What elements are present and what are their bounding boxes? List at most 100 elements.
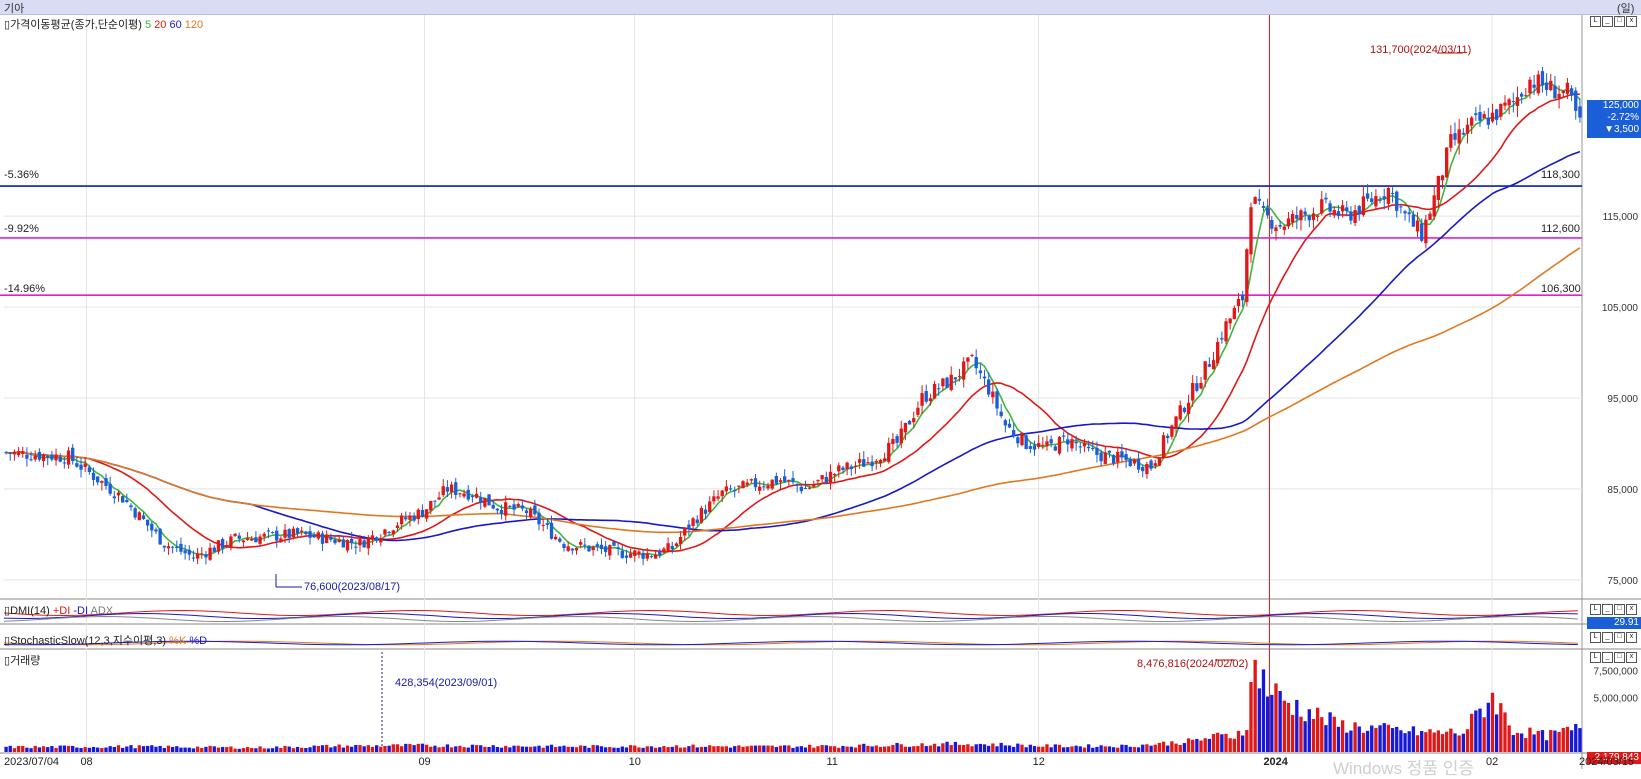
candle-body [678,536,683,545]
candle-body [1253,197,1257,204]
candle-body [945,377,949,388]
candle-body [1116,451,1120,463]
hline-1-pct: -5.36% [4,169,39,181]
candle-body [179,543,183,552]
candle-body [887,442,891,463]
ma-line-60 [6,150,1581,542]
candle-body [279,538,283,542]
pane-restore-icon: L [1590,16,1601,27]
volume-bar [529,746,533,752]
candle-body [1136,458,1141,470]
candle-body [29,459,33,461]
stochastic-pane-controls[interactable]: L _ □ x [1590,632,1637,643]
volume-bar [1116,747,1120,752]
candle-body [1357,206,1361,215]
candle-body [949,374,953,391]
volume-bar [1124,744,1128,752]
volume-bar [71,745,75,752]
volume-bar [104,747,108,752]
dmi-value-badge: 29.91 [1587,617,1641,629]
candle-body [204,554,208,558]
volume-bar [774,747,779,752]
volume-bar [1241,735,1245,752]
x-tick-label: 08 [80,756,93,768]
volume-bar [587,747,591,752]
volume-bar [599,746,604,752]
volume-bar [308,747,312,752]
volume-bar [828,746,833,752]
pane-min-icon: _ [1602,16,1613,27]
candle-body [1145,463,1149,475]
volume-bar [816,746,820,752]
candle-body [583,544,587,546]
volume-bar [229,746,233,752]
volume-bar [737,745,741,752]
volume-bar [937,746,941,752]
candle-body [512,504,516,510]
volume-pane-controls[interactable]: L _ □ x [1590,652,1637,663]
candle-body [1340,205,1345,212]
candle-body [1420,223,1424,241]
volume-bar [83,747,87,752]
volume-bar [1153,744,1157,752]
candle-body [1536,74,1540,94]
period-unit[interactable]: (일) [1617,3,1635,15]
volume-bar [874,745,878,752]
candle-body [545,523,550,525]
volume-bar [437,747,441,752]
volume-bar [1003,745,1008,752]
candle-body [1049,439,1053,444]
volume-bar [1132,747,1137,752]
ma-legend: ▯가격이동평균(종가,단순이평) 5 20 60 120 [4,19,204,31]
candle-body [995,391,999,409]
volume-bar [345,745,350,752]
candle-body [624,555,629,558]
candle-body [1574,90,1578,111]
candle-body [141,515,146,520]
volume-bar [1245,730,1249,752]
volume-bar [520,746,525,752]
candle-body [832,473,837,476]
volume-bar [1536,730,1540,752]
candle-body [254,537,258,543]
volume-bar [562,745,566,752]
candle-body [399,515,404,525]
candle-body [1249,207,1253,255]
dmi-line-0 [3,609,1578,617]
volume-bar [254,748,258,752]
candle-body [633,550,637,556]
volume-sep-annotation: 428,354(2023/09/01) [395,677,498,689]
volume-bar [1024,747,1028,752]
volume-bar [691,744,695,752]
volume-bar [1320,717,1324,752]
candle-body [1549,80,1553,91]
volume-bar [33,745,37,752]
volume-bar [75,747,79,752]
price-tick-label: 115,000 [1603,212,1639,223]
x-tick-label: 11 [826,756,838,768]
volume-bar [1265,696,1270,752]
candle-body [616,547,620,549]
volume-peak-annotation: 8,476,816(2024/02/02) [1137,658,1249,670]
volume-bar [649,746,654,752]
candle-body [225,545,229,547]
candle-body [266,530,271,532]
volume-bar [1095,746,1099,752]
volume-bar [799,746,803,752]
volume-bar [1395,726,1399,752]
price-pane-controls[interactable]: L _ □ x [1590,16,1637,27]
candle-body [578,542,583,545]
candle-body [287,529,291,538]
candle-body [1045,441,1049,447]
dmi-pane-controls[interactable]: L _ □ x [1590,604,1637,615]
volume-bar [154,746,158,752]
ma-line-20 [6,93,1580,553]
candle-body [1499,103,1503,117]
candle-body [1107,450,1112,453]
volume-bar [1486,702,1490,752]
volume-bar [1141,744,1145,752]
volume-bar [191,748,196,752]
candle-body [562,544,566,548]
x-tick-label: 09 [418,756,431,768]
